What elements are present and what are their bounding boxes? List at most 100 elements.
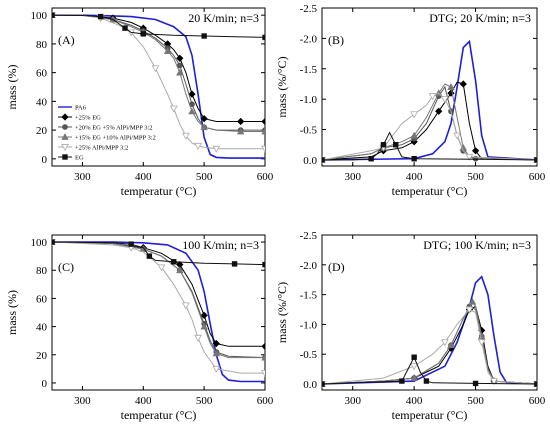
series-line-6 [52,241,265,266]
series-group [322,275,537,389]
series-line-3 [322,305,537,385]
data-point [465,306,474,314]
x-tick-label: 300 [74,171,91,183]
series-line-3 [322,85,537,161]
panel-title: DTG; 20 K/min; n=3 [429,11,531,25]
data-point [176,266,184,274]
series-line-1 [52,14,265,159]
data-point [200,322,208,330]
data-point [188,90,196,98]
data-point [182,132,190,140]
x-tick-label: 600 [529,395,546,407]
data-point [410,374,418,381]
data-point [52,239,55,245]
data-point [169,105,178,113]
legend-label: +15% EG +10% AlPi/MPP 3:2 [75,135,156,142]
y-tick-label: 80 [36,265,48,277]
data-point [410,363,419,371]
data-point [182,302,190,310]
x-tick-label: 600 [257,395,274,407]
legend-label: +25% EG [75,115,101,122]
data-point [435,107,443,115]
data-point [52,12,55,18]
data-point [447,341,455,349]
data-point [201,33,207,39]
data-point [212,365,221,373]
data-point [212,339,220,348]
data-point [423,378,430,384]
y-tick-label: -1.0 [300,319,318,331]
series-line-1 [52,241,265,383]
data-point [399,378,405,384]
legend-marker [61,144,69,152]
y-tick-label: -2.5 [300,3,318,15]
panel-3: 300 400 500 600 0 20 40 60 80 100 temperatur (°C) m… [5,234,274,422]
data-point [368,156,374,162]
series-line-6 [322,356,537,385]
data-point [411,354,417,360]
series-line-2 [322,305,537,385]
data-point [163,47,172,54]
data-point [380,142,387,148]
y-tick-label: 0.0 [303,155,317,167]
data-point [261,370,265,378]
legend-marker [61,113,69,121]
data-point [262,34,265,41]
x-tick-label: 500 [196,171,213,183]
series-line-3 [52,14,265,131]
x-tick-label: 300 [344,171,361,183]
data-point [534,157,537,163]
plot-frame [321,234,538,391]
series-line-6 [52,14,265,38]
legend-marker [62,124,68,130]
panel-2: 300 400 500 600 0.0 -0.5 -1.0 -1.5 -2.0 -2.5 tempe… [275,3,546,198]
data-point [490,378,498,386]
series-line-1 [322,39,537,161]
y-tick-label: -2.5 [300,230,318,242]
data-point [151,65,160,73]
data-point [171,259,177,265]
panel-letter: (B) [328,33,344,47]
x-axis-label: temperatur (°C) [392,184,468,198]
x-tick-label: 300 [344,395,361,407]
plot-frame [321,7,538,167]
data-point [231,261,238,267]
x-tick-label: 500 [467,171,484,183]
data-point [534,381,537,387]
data-point [212,349,221,357]
legend-label: +25% AlPi/MPP 3:2 [75,145,128,152]
y-tick-label: 100 [31,10,48,22]
y-tick-label: 40 [36,322,48,334]
data-point [261,353,265,361]
panel-title: 100 K/min; n=3 [182,238,259,252]
series-line-3 [52,241,265,359]
x-tick-label: 400 [135,171,152,183]
legend-marker [62,154,68,160]
legend-label: EG [75,155,84,162]
data-point [453,132,462,140]
x-axis-label: temperatur (°C) [392,408,468,422]
x-tick-label: 300 [74,395,91,407]
legend: PA6 +25% EG +20% EG +5% AlPi/MPP 3:2 +15% E… [58,105,156,162]
data-point [410,111,419,119]
legend-label: +20% EG +5% AlPi/MPP 3:2 [75,125,153,132]
y-tick-label: 100 [31,237,48,249]
data-point [471,147,480,155]
series-line-4 [52,14,265,132]
y-tick-label: -1.5 [300,290,318,302]
x-tick-label: 400 [406,395,423,407]
y-axis-label: mass (%) [5,290,19,335]
data-point [465,153,474,161]
data-point [261,117,265,126]
y-tick-label: -0.5 [300,125,318,137]
series-line-1 [322,275,537,385]
data-point [410,131,418,139]
legend-marker [61,133,69,140]
x-axis-label: temperatur (°C) [121,408,197,422]
panel-letter: (C) [58,260,74,274]
data-point [128,241,134,247]
panel-letter: (A) [58,33,75,47]
plot-frame [51,234,266,391]
panel-title: DTG; 100 K/min; n=3 [423,238,531,252]
series-line-4 [322,83,537,161]
